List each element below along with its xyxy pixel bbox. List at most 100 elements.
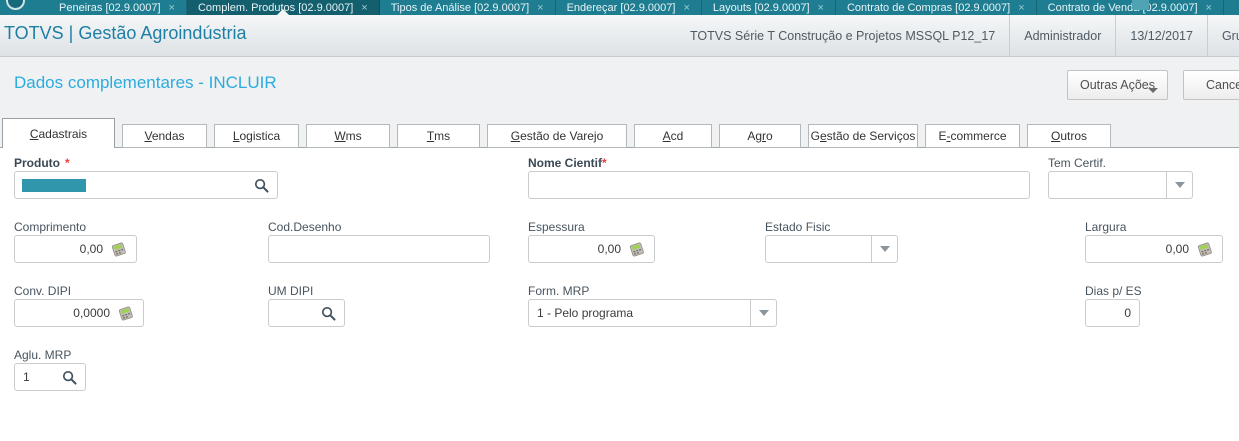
window-tab-complem-produtos[interactable]: Complem. Produtos [02.9.0007] × (186, 0, 380, 15)
form-tab-strip: Cadastrais Vendas Logistica Wms Tms Gest… (2, 118, 1111, 148)
window-tab-enderecar[interactable]: Endereçar [02.9.0007] × (555, 0, 702, 15)
conv-dipi-label: Conv. DIPI (14, 284, 72, 298)
form-mrp-input[interactable] (529, 306, 750, 320)
cod-desenho-input-box (268, 235, 490, 263)
um-dipi-input-box (268, 299, 345, 327)
nome-cientif-input[interactable] (537, 178, 1021, 192)
tab-gestao-de-servicos[interactable]: Gestão de Serviços (808, 124, 918, 148)
calculator-icon[interactable] (1196, 242, 1214, 257)
close-icon[interactable]: × (1018, 1, 1025, 14)
window-tab-label: Layouts [02.9.0007] (712, 1, 810, 14)
close-icon[interactable]: × (817, 1, 824, 14)
estado-fisic-input[interactable] (766, 242, 871, 256)
window-tab-tipos-de-analise[interactable]: Tipos de Análise [02.9.0007] × (379, 0, 556, 15)
produto-label: Produto * (14, 156, 70, 170)
window-tab-label: Tipos de Análise [02.9.0007] (390, 1, 530, 14)
text-selection-highlight (22, 179, 86, 192)
search-icon[interactable] (62, 370, 77, 385)
tab-vendas[interactable]: Vendas (122, 124, 207, 148)
largura-input-box (1085, 235, 1223, 263)
search-icon[interactable] (254, 178, 269, 193)
calculator-icon[interactable] (628, 242, 646, 257)
chevron-down-icon[interactable] (871, 236, 897, 262)
required-marker: * (602, 156, 607, 170)
nome-cientif-input-box (528, 171, 1030, 199)
tab-outros[interactable]: Outros (1027, 124, 1111, 148)
form-mrp-select (528, 299, 777, 327)
field-conv-dipi: Conv. DIPI (14, 285, 144, 327)
nome-cientif-label: Nome Cientif* (528, 156, 607, 170)
window-tab-label: Contrato de Compras [02.9.0007] (846, 1, 1011, 14)
um-dipi-label: UM DIPI (268, 284, 314, 298)
window-tab-row: Peneiras [02.9.0007] × Complem. Produtos… (48, 0, 1224, 15)
window-tab-layouts[interactable]: Layouts [02.9.0007] × (701, 0, 836, 15)
espessura-input-box (528, 235, 655, 263)
largura-input[interactable] (1094, 242, 1189, 256)
tab-logistica[interactable]: Logistica (214, 124, 299, 148)
field-form-mrp: Form. MRP (528, 285, 777, 327)
user-label: Administrador (1009, 15, 1115, 56)
espessura-input[interactable] (537, 242, 621, 256)
calculator-icon[interactable] (110, 242, 128, 257)
window-tab-label: Complem. Produtos [02.9.0007] (197, 1, 354, 14)
aglu-mrp-input-box (14, 363, 86, 391)
tem-certif-label: Tem Certif. (1048, 156, 1107, 170)
tab-e-commerce[interactable]: E-commerce (925, 124, 1020, 148)
cod-desenho-input[interactable] (277, 242, 481, 256)
close-icon[interactable]: × (1205, 1, 1212, 14)
other-actions-label: Outras Ações (1079, 78, 1156, 92)
field-comprimento: Comprimento (14, 221, 137, 263)
cod-desenho-label: Cod.Desenho (268, 220, 342, 234)
tab-menu-button[interactable] (1132, 0, 1149, 10)
um-dipi-input[interactable] (277, 306, 314, 320)
field-estado-fisic: Estado Fisic (765, 221, 898, 263)
search-icon[interactable] (321, 306, 336, 321)
totvs-logo-icon[interactable] (6, 0, 25, 10)
window-tab-label: Endereçar [02.9.0007] (566, 1, 676, 14)
tab-gestao-de-varejo[interactable]: Gestão de Varejo (487, 124, 627, 148)
produto-input-box (14, 171, 278, 199)
other-actions-button[interactable]: Outras Ações (1067, 70, 1168, 100)
cancel-button[interactable]: Cancelar (1183, 70, 1239, 100)
close-icon[interactable]: × (683, 1, 690, 14)
chevron-down-icon[interactable] (1166, 172, 1192, 198)
required-marker: * (65, 156, 70, 170)
estado-fisic-select (765, 235, 898, 263)
close-icon[interactable]: × (361, 1, 368, 14)
form-area: Produto * Nome Cientif* Tem Certif. (0, 148, 1239, 441)
tem-certif-input[interactable] (1049, 178, 1166, 192)
window-tab-label: Contrato de Venda [02.9.0007] (1047, 1, 1198, 14)
close-icon[interactable]: × (537, 1, 544, 14)
conv-dipi-input[interactable] (23, 306, 110, 320)
tab-tms[interactable]: Tms (397, 124, 480, 148)
field-aglu-mrp: Aglu. MRP (14, 349, 86, 391)
window-tab-label: Peneiras [02.9.0007] (59, 1, 161, 14)
window-tab-contrato-de-venda[interactable]: Contrato de Venda [02.9.0007] × (1036, 0, 1224, 15)
comprimento-input[interactable] (23, 242, 103, 256)
field-um-dipi: UM DIPI (268, 285, 345, 327)
dias-p-es-input-box (1085, 299, 1140, 327)
field-nome-cientif: Nome Cientif* (528, 157, 1030, 199)
field-dias-p-es: Dias p/ ES (1085, 285, 1142, 327)
form-mrp-label: Form. MRP (528, 284, 590, 298)
field-largura: Largura (1085, 221, 1223, 263)
window-tab-contrato-de-compras[interactable]: Contrato de Compras [02.9.0007] × (835, 0, 1037, 15)
tab-acd[interactable]: Acd (634, 124, 712, 148)
tab-wms[interactable]: Wms (306, 124, 390, 148)
tab-agro[interactable]: Agro (719, 124, 801, 148)
aglu-mrp-input[interactable] (23, 370, 55, 384)
estado-fisic-label: Estado Fisic (765, 220, 831, 234)
chevron-down-icon (1148, 88, 1158, 93)
header-info: TOTVS Série T Construção e Projetos MSSQ… (676, 15, 1239, 56)
tab-cadastrais[interactable]: Cadastrais (2, 118, 115, 148)
window-tab-peneiras[interactable]: Peneiras [02.9.0007] × (48, 0, 187, 15)
chevron-down-icon[interactable] (750, 300, 776, 326)
tem-certif-select (1048, 171, 1193, 199)
app-header: TOTVS | Gestão Agroindústria TOTVS Série… (0, 15, 1239, 57)
comprimento-input-box (14, 235, 137, 263)
brand-title: TOTVS | Gestão Agroindústria (4, 23, 247, 43)
dias-p-es-input[interactable] (1094, 306, 1131, 320)
calculator-icon[interactable] (117, 306, 135, 321)
field-produto: Produto * (14, 157, 278, 199)
close-icon[interactable]: × (168, 1, 175, 14)
